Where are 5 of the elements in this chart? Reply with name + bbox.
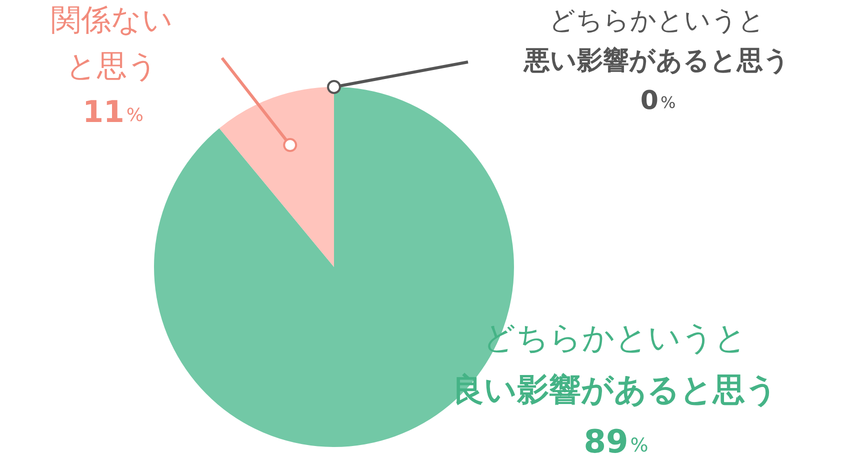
text: 0% <box>640 86 676 116</box>
slice-label: 関係ないと思う <box>51 2 173 84</box>
data-label: 89% <box>584 422 648 460</box>
category-label: どちらかというと悪い影響があると思う <box>524 6 790 76</box>
data-label: 11% <box>82 94 144 130</box>
